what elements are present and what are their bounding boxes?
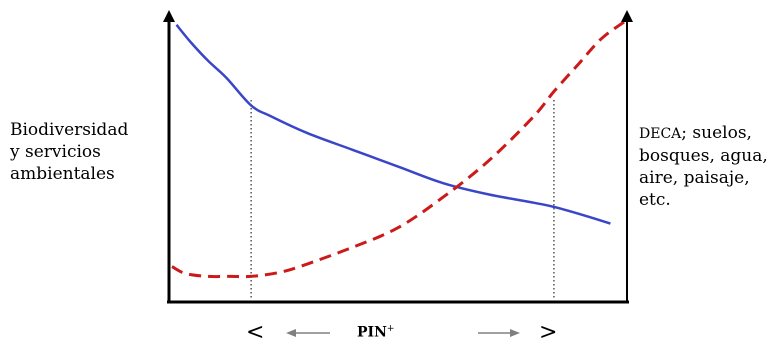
right-axis-label-line: bosques, agua, <box>639 146 768 166</box>
left-pointing-arrowhead <box>286 329 296 337</box>
x-direction-arrows <box>286 329 520 337</box>
left-axis-label: Biodiversidad y servicios ambientales <box>10 119 128 185</box>
right-axis-label-line: etc. <box>639 190 671 210</box>
dashed-series-line <box>171 20 625 279</box>
series-layer <box>171 20 625 279</box>
solid-series-line <box>175 24 611 225</box>
right-axis-label: DECA; suelos, bosques, agua, aire, paisa… <box>639 122 768 211</box>
x-axis-label-superscript: + <box>386 324 395 334</box>
reference-lines <box>250 100 555 300</box>
x-axis-greater-symbol: > <box>539 320 558 345</box>
left-axis-arrowhead <box>163 10 175 22</box>
right-axis-label-text: ; suelos, <box>681 123 752 143</box>
right-axis-label-line: DECA; suelos, <box>639 122 768 145</box>
axes <box>163 10 633 304</box>
x-axis-label-text: PIN <box>357 324 387 341</box>
x-axis-label: PIN+ <box>357 324 394 341</box>
right-pointing-arrowhead <box>510 329 520 337</box>
x-axis-less-symbol: < <box>246 320 265 345</box>
deca-abbreviation: DECA <box>639 126 682 142</box>
right-axis-label-line: aire, paisaje, <box>639 168 750 188</box>
left-axis-label-line: Biodiversidad <box>10 120 129 140</box>
left-axis-label-line: ambientales <box>10 164 115 184</box>
right-axis-arrowhead <box>621 10 633 22</box>
left-axis-label-line: y servicios <box>10 142 101 162</box>
